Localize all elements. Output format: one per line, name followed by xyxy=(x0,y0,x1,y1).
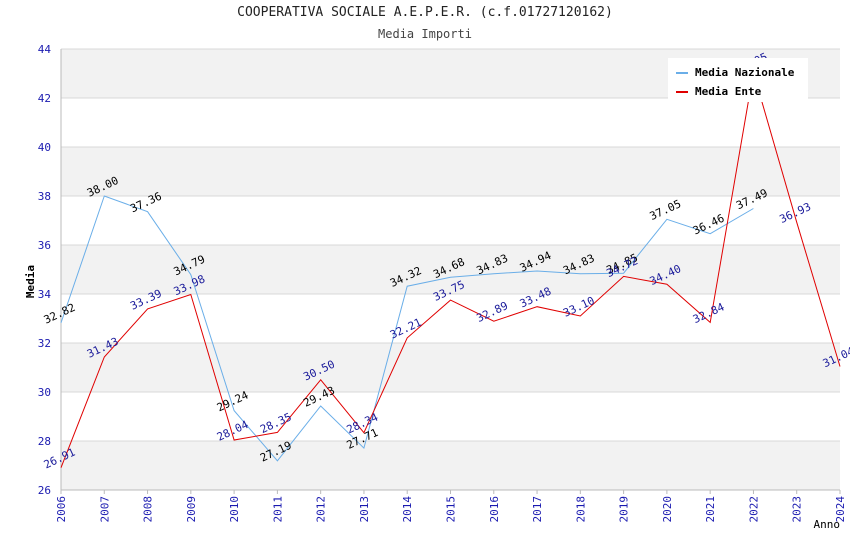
y-tick-label: 40 xyxy=(38,141,51,154)
x-tick-label: 2013 xyxy=(358,496,371,523)
x-axis-title: Anno xyxy=(814,518,841,531)
x-tick-label: 2010 xyxy=(228,496,241,523)
x-tick-label: 2015 xyxy=(445,496,458,523)
y-axis-title: Media xyxy=(24,265,37,298)
x-tick-label: 2017 xyxy=(531,496,544,523)
y-tick-label: 32 xyxy=(38,337,51,350)
x-tick-label: 2024 xyxy=(834,496,847,523)
plot-band xyxy=(61,147,840,196)
plot-band xyxy=(61,196,840,245)
x-tick-label: 2023 xyxy=(791,496,804,523)
plot-band xyxy=(61,98,840,147)
legend-label: Media Nazionale xyxy=(695,66,795,79)
y-tick-label: 38 xyxy=(38,190,51,203)
chart-subtitle: Media Importi xyxy=(378,27,472,41)
x-tick-label: 2020 xyxy=(661,496,674,523)
x-tick-label: 2009 xyxy=(185,496,198,523)
legend-label: Media Ente xyxy=(695,85,762,98)
plot-band xyxy=(61,294,840,343)
x-tick-label: 2022 xyxy=(747,496,760,523)
x-tick-label: 2019 xyxy=(618,496,631,523)
x-tick-label: 2014 xyxy=(401,496,414,523)
x-tick-label: 2016 xyxy=(488,496,501,523)
y-tick-label: 30 xyxy=(38,386,51,399)
y-tick-label: 42 xyxy=(38,92,51,105)
series-line-1 xyxy=(60,72,841,468)
plot-band xyxy=(61,343,840,392)
chart-title: COOPERATIVA SOCIALE A.E.P.E.R. (c.f.0172… xyxy=(237,5,613,20)
legend-box xyxy=(668,58,808,102)
x-tick-label: 2007 xyxy=(98,496,111,523)
x-tick-label: 2006 xyxy=(55,496,68,523)
plot-band xyxy=(61,441,840,490)
x-tick-label: 2021 xyxy=(704,496,717,523)
plot-band xyxy=(61,245,840,294)
x-tick-label: 2008 xyxy=(142,496,155,523)
x-tick-label: 2011 xyxy=(271,496,284,523)
y-tick-label: 26 xyxy=(38,484,51,497)
x-tick-label: 2018 xyxy=(574,496,587,523)
y-tick-label: 44 xyxy=(38,43,52,56)
legend: Media Nazionale Media Ente xyxy=(668,58,808,102)
x-tick-label: 2012 xyxy=(315,496,328,523)
y-tick-label: 28 xyxy=(38,435,51,448)
plot-band xyxy=(61,392,840,441)
y-tick-label: 34 xyxy=(38,288,52,301)
series-line-0 xyxy=(60,195,754,462)
y-tick-label: 36 xyxy=(38,239,51,252)
